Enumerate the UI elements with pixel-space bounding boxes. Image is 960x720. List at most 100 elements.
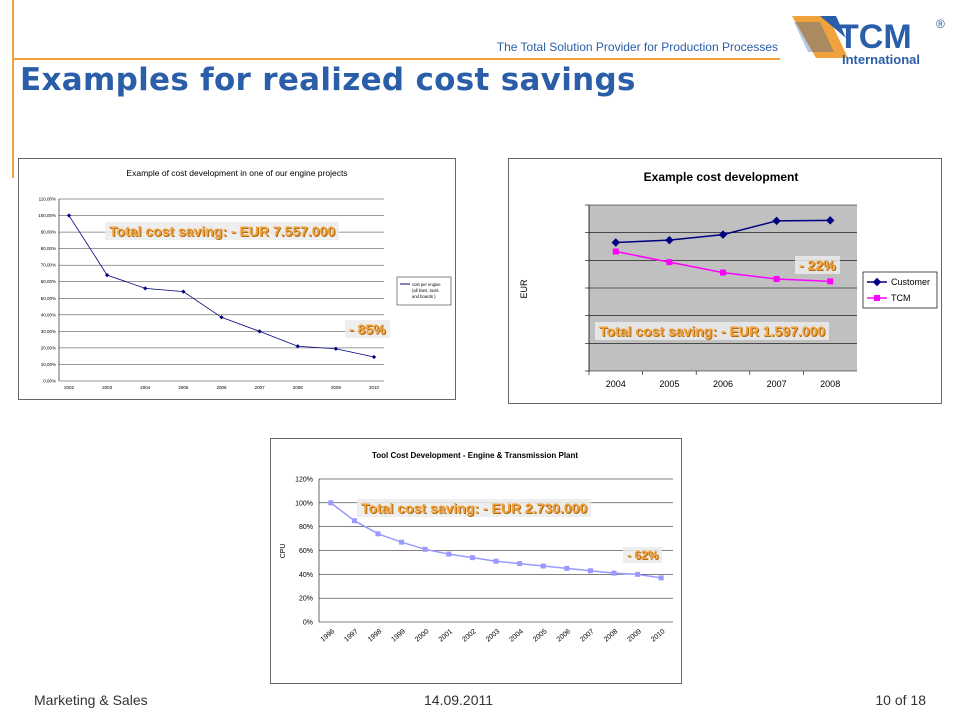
page-title: Examples for realized cost savings (20, 62, 636, 98)
tool-xtick-label: 2010 (650, 628, 667, 643)
engine-point (257, 329, 262, 334)
tool-point (611, 570, 617, 576)
tool-point (493, 558, 499, 564)
engine-total-saving-callout: Total cost saving: - EUR 7.557.000 (105, 222, 340, 240)
engine-xtick-label: 2002 (64, 385, 75, 390)
tool-ytick-label: 60% (299, 548, 313, 555)
tcm-logo: TCM ® International (790, 8, 950, 70)
example-pct-callout: - 22% (795, 256, 840, 274)
tool-total-saving-callout: Total cost saving: - EUR 2.730.000 (357, 499, 592, 517)
example-xtick-label: 2005 (659, 379, 679, 389)
example-chart-title: Example cost development (644, 170, 799, 184)
engine-point (181, 289, 186, 294)
tool-ylabel: CPU (280, 544, 287, 559)
engine-ytick-label: 90,00% (41, 230, 56, 235)
footer-left: Marketing & Sales (34, 692, 148, 708)
tool-xtick-label: 1997 (343, 628, 360, 643)
tool-point (328, 500, 334, 506)
accent-rule-horizontal (12, 58, 780, 60)
example-xtick-label: 2008 (820, 379, 840, 389)
example-cost-chart-svg: Example cost development EUR Customer TC… (519, 170, 938, 389)
engine-xtick-label: 2004 (140, 385, 151, 390)
tcm-point (773, 275, 780, 282)
engine-ytick-label: 60,00% (41, 279, 56, 284)
engine-xtick-label: 2010 (369, 385, 380, 390)
tcm-point (612, 248, 619, 255)
engine-ytick-label: 80,00% (41, 246, 56, 251)
tool-ytick-label: 80% (299, 524, 313, 531)
customer-point (665, 235, 674, 245)
engine-ytick-label: 70,00% (41, 263, 56, 268)
tcm-point (666, 259, 673, 266)
tool-xtick-label: 1998 (367, 628, 384, 643)
tool-xtick-label: 2005 (532, 628, 549, 643)
tool-point (517, 561, 523, 567)
engine-legend-box (396, 276, 452, 306)
tool-cost-chart: Tool Cost Development - Engine & Transmi… (270, 438, 682, 684)
tool-xtick-label: 2003 (485, 628, 502, 643)
tool-cost-chart-svg: Tool Cost Development - Engine & Transmi… (280, 451, 673, 644)
tool-point (375, 531, 381, 537)
tool-xtick-label: 2009 (626, 628, 643, 643)
tool-xtick-label: 1996 (320, 628, 337, 643)
engine-xtick-label: 2005 (178, 385, 189, 390)
engine-ytick-label: 20,00% (41, 345, 56, 350)
tool-chart-title: Tool Cost Development - Engine & Transmi… (372, 451, 578, 460)
tool-xtick-label: 2001 (438, 628, 455, 643)
example-xtick-label: 2004 (606, 379, 626, 389)
engine-ytick-label: 50,00% (41, 296, 56, 301)
tool-xtick-label: 2002 (461, 628, 478, 643)
engine-xtick-label: 2009 (331, 385, 342, 390)
tool-point (540, 563, 546, 569)
engine-point (66, 213, 72, 218)
logo-wing-blue (820, 16, 846, 38)
tool-point (564, 565, 570, 571)
engine-legend-line3: and boards ) (412, 294, 436, 299)
tool-point (587, 568, 593, 574)
tcm-point (720, 269, 726, 276)
svg-text:®: ® (936, 17, 945, 31)
example-xtick-label: 2006 (713, 379, 733, 389)
example-cost-chart: Example cost development EUR Customer TC… (508, 158, 942, 404)
logo-wing-orange (792, 16, 848, 58)
engine-point (105, 272, 110, 278)
tagline: The Total Solution Provider for Producti… (496, 40, 778, 54)
example-legend (862, 271, 938, 309)
tool-point (351, 518, 357, 524)
engine-ytick-label: 40,00% (41, 312, 56, 317)
logo-brand: TCM (838, 18, 912, 56)
tool-point (469, 555, 475, 561)
tool-xtick-label: 1999 (390, 628, 407, 643)
customer-point (772, 216, 781, 226)
engine-ytick-label: 0,00% (43, 379, 56, 384)
tool-xtick-label: 2004 (508, 628, 525, 643)
engine-ytick-label: 10,00% (41, 362, 56, 367)
engine-point (143, 286, 148, 291)
tool-ytick-label: 40% (299, 572, 313, 579)
tool-ytick-label: 120% (295, 477, 313, 484)
engine-cost-chart-svg: Example of cost development in one of ou… (38, 168, 452, 390)
accent-rule-vertical (12, 0, 14, 178)
tool-pct-callout: - 62% (623, 547, 663, 563)
customer-point (611, 238, 621, 247)
engine-cost-chart: Example of cost development in one of ou… (18, 158, 456, 400)
tool-xtick-label: 2008 (603, 628, 620, 643)
engine-ytick-label: 30,00% (41, 329, 56, 334)
tool-point (446, 551, 452, 557)
tool-ytick-label: 100% (295, 500, 313, 507)
tool-xtick-label: 2006 (556, 628, 573, 643)
engine-xtick-label: 2006 (216, 385, 227, 390)
engine-point (333, 346, 338, 351)
logo-sub: International (842, 52, 920, 67)
legend-customer: Customer (891, 277, 930, 287)
tool-point (635, 571, 641, 577)
legend-tcm: TCM (891, 293, 911, 303)
tool-ytick-label: 0% (303, 620, 313, 627)
example-ylabel: EUR (519, 279, 529, 299)
engine-pct-callout: - 85% (345, 320, 390, 338)
tool-xtick-label: 2000 (414, 628, 431, 643)
engine-xtick-label: 2007 (255, 385, 266, 390)
engine-point (219, 315, 224, 320)
engine-ytick-label: 110,00% (39, 197, 56, 202)
engine-point (371, 354, 377, 360)
